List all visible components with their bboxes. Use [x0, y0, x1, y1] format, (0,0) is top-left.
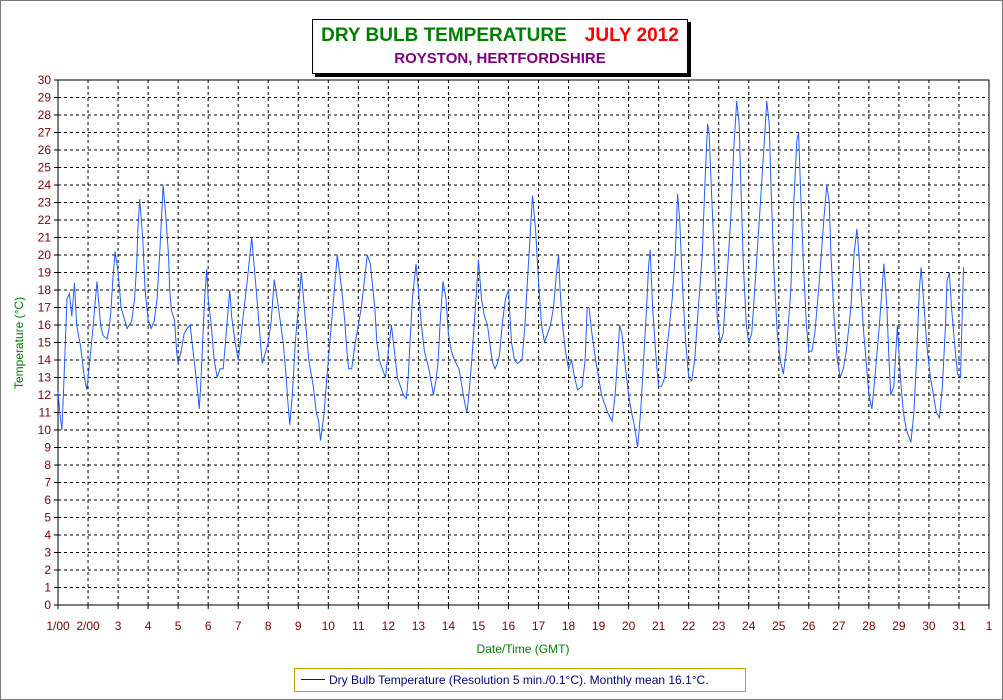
- x-tick-label: 18: [562, 619, 576, 633]
- x-tick-label: 13: [412, 619, 426, 633]
- x-tick-label: 10: [322, 619, 336, 633]
- x-tick-label: 24: [742, 619, 756, 633]
- y-tick-label: 0: [44, 598, 51, 612]
- x-tick-label: 23: [712, 619, 726, 633]
- y-tick-label: 26: [38, 143, 52, 157]
- y-tick-label: 20: [38, 248, 52, 262]
- x-tick-label: 8: [265, 619, 272, 633]
- chart-title: DRY BULB TEMPERATURE: [321, 25, 567, 46]
- y-tick-label: 22: [38, 213, 52, 227]
- x-tick-label: 26: [802, 619, 816, 633]
- y-tick-label: 6: [44, 493, 51, 507]
- x-tick-label: 25: [772, 619, 786, 633]
- x-tick-label: 2/00: [76, 619, 100, 633]
- y-tick-label: 12: [38, 388, 52, 402]
- y-tick-label: 24: [38, 178, 52, 192]
- y-tick-label: 2: [44, 563, 51, 577]
- y-tick-label: 9: [44, 441, 51, 455]
- y-tick-label: 14: [38, 353, 52, 367]
- y-tick-label: 1: [44, 581, 51, 595]
- x-tick-label: 29: [892, 619, 906, 633]
- series-line-dry-bulb-temperature: [58, 101, 964, 448]
- y-tick-label: 8: [44, 458, 51, 472]
- y-tick-label: 18: [38, 283, 52, 297]
- x-tick-label: 17: [532, 619, 546, 633]
- x-tick-label: 7: [235, 619, 242, 633]
- y-tick-label: 17: [38, 301, 52, 315]
- y-tick-label: 15: [38, 336, 52, 350]
- x-tick-label: 1/00: [46, 619, 70, 633]
- x-tick-label: 9: [295, 619, 302, 633]
- legend: Dry Bulb Temperature (Resolution 5 min./…: [294, 668, 746, 692]
- y-tick-label: 27: [38, 126, 52, 140]
- y-axis-label: Temperature (°C): [12, 297, 26, 389]
- x-tick-label: 11: [352, 619, 365, 633]
- y-tick-label: 23: [38, 196, 52, 210]
- chart-title-period: JULY 2012: [585, 25, 679, 46]
- x-tick-label: 31: [952, 619, 966, 633]
- chart-subtitle: ROYSTON, HERTFORDSHIRE: [313, 50, 687, 67]
- x-tick-label: 12: [382, 619, 396, 633]
- x-axis-label: Date/Time (GMT): [477, 642, 570, 656]
- x-tick-label: 19: [592, 619, 606, 633]
- legend-label: Dry Bulb Temperature (Resolution 5 min./…: [329, 673, 709, 687]
- y-tick-label: 4: [44, 528, 51, 542]
- x-tick-label: 4: [145, 619, 152, 633]
- x-tick-label: 1: [986, 619, 993, 633]
- chart-title-box: DRY BULB TEMPERATURE JULY 2012 ROYSTON, H…: [312, 19, 688, 74]
- x-tick-label: 15: [472, 619, 486, 633]
- y-tick-label: 19: [38, 266, 52, 280]
- x-tick-label: 28: [862, 619, 876, 633]
- y-tick-label: 16: [38, 318, 52, 332]
- x-tick-label: 5: [175, 619, 182, 633]
- x-tick-label: 14: [442, 619, 456, 633]
- legend-swatch: [301, 679, 325, 680]
- x-tick-label: 22: [682, 619, 696, 633]
- x-tick-label: 27: [832, 619, 846, 633]
- y-tick-label: 29: [38, 91, 52, 105]
- y-tick-label: 13: [38, 371, 52, 385]
- y-axis-ticks: 0123456789101112131415161718192021222324…: [38, 73, 58, 612]
- x-tick-label: 21: [652, 619, 666, 633]
- x-tick-label: 20: [622, 619, 636, 633]
- x-axis-ticks: 1/00 2/00 3 4 5 6 7 8 9 10 11 12 13 14 15 16 17 18 19 20 21 2…: [46, 605, 992, 633]
- y-tick-label: 5: [44, 511, 51, 525]
- x-tick-label: 6: [205, 619, 212, 633]
- x-tick-label: 3: [115, 619, 122, 633]
- y-tick-label: 10: [38, 423, 52, 437]
- x-tick-label: 30: [922, 619, 936, 633]
- x-tick-label: 16: [502, 619, 516, 633]
- y-tick-label: 28: [38, 108, 52, 122]
- y-tick-label: 3: [44, 546, 51, 560]
- y-tick-label: 7: [44, 476, 51, 490]
- y-tick-label: 11: [39, 406, 52, 420]
- y-tick-label: 21: [38, 231, 52, 245]
- y-tick-label: 30: [38, 73, 52, 87]
- y-tick-label: 25: [38, 161, 52, 175]
